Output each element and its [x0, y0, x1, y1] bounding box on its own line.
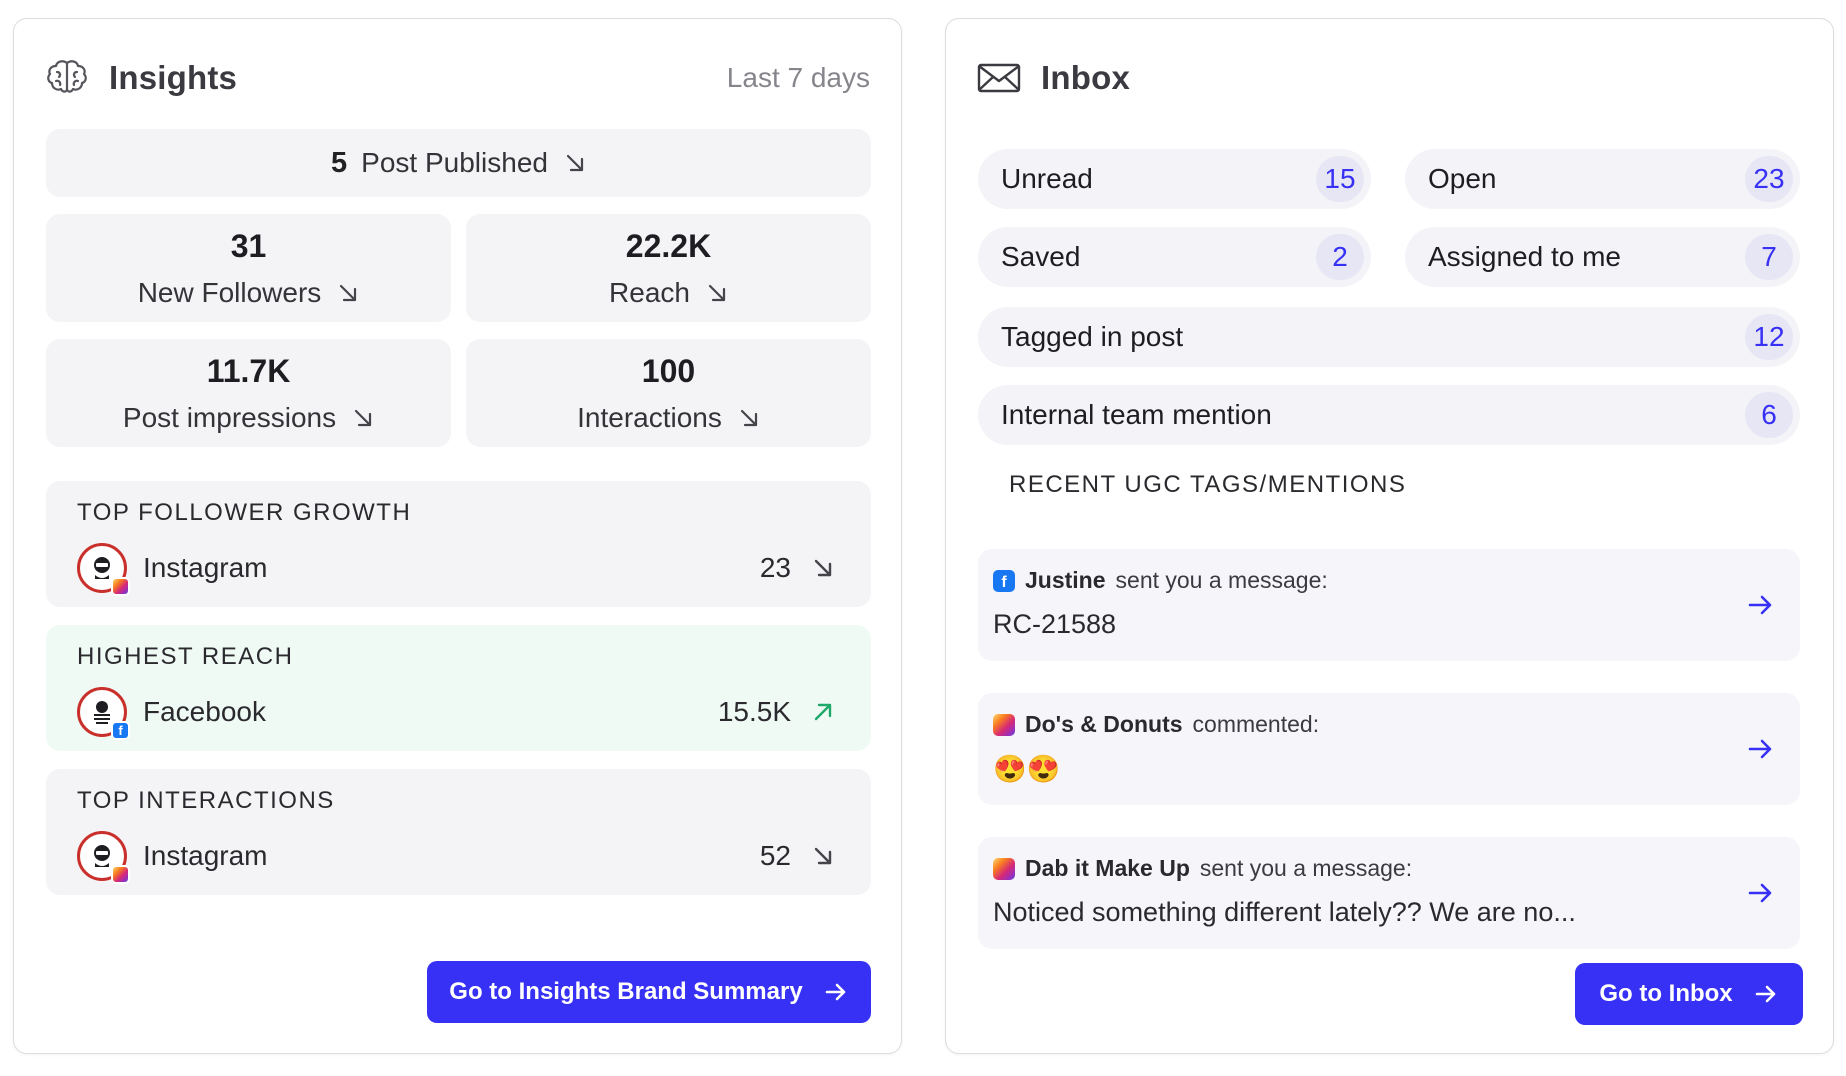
count-badge: 12 — [1745, 314, 1793, 360]
filter-open[interactable]: Open 23 — [1405, 149, 1800, 209]
stat-label: Interactions — [577, 401, 722, 433]
brain-icon — [45, 58, 89, 98]
block-title: HIGHEST REACH — [77, 643, 294, 670]
filter-label: Open — [1428, 163, 1497, 194]
envelope-icon — [977, 58, 1021, 98]
date-range-selector[interactable]: Last 7 days — [726, 62, 870, 93]
reach-tile[interactable]: 22.2K Reach — [466, 214, 871, 322]
message-action: sent you a message: — [1199, 855, 1413, 881]
sender-name: Do's & Donuts — [1025, 711, 1183, 737]
count-badge: 6 — [1745, 392, 1793, 438]
filter-label: Unread — [1001, 163, 1093, 194]
filter-tagged-in-post[interactable]: Tagged in post 12 — [978, 307, 1800, 367]
button-label: Go to Inbox — [1599, 980, 1733, 1007]
metric-value: 23 — [759, 552, 791, 583]
arrow-down-right-icon — [814, 847, 832, 865]
filter-assigned-to-me[interactable]: Assigned to me 7 — [1405, 227, 1800, 287]
filter-label: Internal team mention — [1001, 399, 1272, 430]
platform-name: Instagram — [143, 552, 268, 583]
metric-value: 52 — [759, 840, 791, 871]
stat-label: Reach — [609, 276, 690, 308]
top-follower-growth-block[interactable]: TOP FOLLOWER GROWTH Instagram 23 — [46, 481, 871, 607]
avatar — [77, 831, 130, 884]
insights-header: Insights Last 7 days — [45, 49, 870, 107]
inbox-header: Inbox — [977, 49, 1802, 107]
posts-published-tile[interactable]: 5 Post Published — [46, 129, 871, 197]
sender-name: Dab it Make Up — [1025, 855, 1190, 881]
arrow-right-icon[interactable] — [1744, 589, 1776, 621]
arrow-down-right-icon — [340, 284, 357, 301]
count-badge: 23 — [1745, 156, 1793, 202]
message-action: commented: — [1192, 711, 1320, 737]
arrow-up-right-icon — [814, 703, 832, 721]
brand-logo-icon — [94, 557, 110, 579]
post-impressions-tile[interactable]: 11.7K Post impressions — [46, 339, 451, 447]
top-interactions-block[interactable]: TOP INTERACTIONS Instagram 52 — [46, 769, 871, 895]
stat-value: 31 — [230, 227, 267, 264]
highest-reach-block[interactable]: HIGHEST REACH f Facebook 15.5K — [46, 625, 871, 751]
insights-title: Insights — [109, 59, 238, 96]
instagram-icon — [111, 865, 130, 884]
instagram-icon — [993, 857, 1015, 880]
facebook-icon: f — [993, 569, 1015, 592]
arrow-down-right-icon — [566, 154, 584, 172]
button-label: Go to Insights Brand Summary — [449, 978, 803, 1005]
arrow-down-right-icon — [354, 409, 372, 426]
brand-logo-icon — [94, 845, 110, 867]
filter-unread[interactable]: Unread 15 — [978, 149, 1371, 209]
stat-value: 11.7K — [206, 352, 291, 389]
platform-name: Instagram — [143, 840, 268, 871]
go-to-insights-button[interactable]: Go to Insights Brand Summary — [427, 961, 871, 1023]
arrow-right-icon[interactable] — [1744, 733, 1776, 765]
message-item[interactable]: f Justine sent you a message: RC-21588 — [978, 549, 1800, 661]
new-followers-tile[interactable]: 31 New Followers — [46, 214, 451, 322]
avatar — [77, 543, 130, 596]
stat-label: New Followers — [137, 276, 322, 308]
filter-internal-team-mention[interactable]: Internal team mention 6 — [978, 385, 1800, 445]
instagram-icon — [993, 713, 1015, 736]
platform-name: Facebook — [143, 696, 266, 727]
count-badge: 15 — [1316, 156, 1364, 202]
interactions-tile[interactable]: 100 Interactions — [466, 339, 871, 447]
count-badge: 7 — [1745, 234, 1793, 280]
go-to-inbox-button[interactable]: Go to Inbox — [1575, 963, 1803, 1025]
arrow-right-icon[interactable] — [1744, 877, 1776, 909]
block-title: TOP FOLLOWER GROWTH — [77, 499, 412, 526]
arrow-right-icon — [1755, 985, 1775, 1003]
brand-logo-icon — [94, 701, 110, 724]
message-item[interactable]: Dab it Make Up sent you a message: Notic… — [978, 837, 1800, 949]
arrow-down-right-icon — [708, 284, 726, 301]
facebook-icon: f — [111, 721, 130, 740]
stat-label: Post impressions — [122, 401, 337, 433]
posts-published-count: 5 — [331, 146, 348, 179]
filter-saved[interactable]: Saved 2 — [978, 227, 1371, 287]
avatar: f — [77, 687, 130, 740]
message-action: sent you a message: — [1115, 567, 1328, 593]
inbox-card: Inbox Unread 15 Open 23 Saved 2 Assigned… — [945, 18, 1834, 1054]
posts-published-label: Post Published — [361, 147, 548, 178]
filter-label: Saved — [1001, 241, 1081, 272]
arrow-down-right-icon — [814, 559, 832, 577]
filter-label: Tagged in post — [1001, 321, 1184, 352]
sender-name: Justine — [1025, 567, 1106, 593]
stat-value: 22.2K — [625, 227, 712, 264]
count-badge: 2 — [1316, 234, 1364, 280]
filter-label: Assigned to me — [1428, 241, 1621, 272]
arrow-down-right-icon — [740, 409, 757, 426]
inbox-title: Inbox — [1041, 59, 1130, 96]
section-title: RECENT UGC TAGS/MENTIONS — [1009, 471, 1407, 498]
arrow-right-icon — [825, 983, 845, 1001]
message-item[interactable]: Do's & Donuts commented: 😍😍 — [978, 693, 1800, 805]
metric-value: 15.5K — [717, 696, 791, 727]
message-preview: 😍😍 — [993, 754, 1061, 784]
insights-card: Insights Last 7 days 5 Post Published 31… — [13, 18, 902, 1054]
instagram-icon — [111, 577, 130, 596]
message-preview: RC-21588 — [993, 609, 1117, 639]
block-title: TOP INTERACTIONS — [77, 787, 335, 814]
stat-value: 100 — [641, 352, 696, 389]
message-preview: Noticed something different lately?? We … — [993, 897, 1576, 927]
